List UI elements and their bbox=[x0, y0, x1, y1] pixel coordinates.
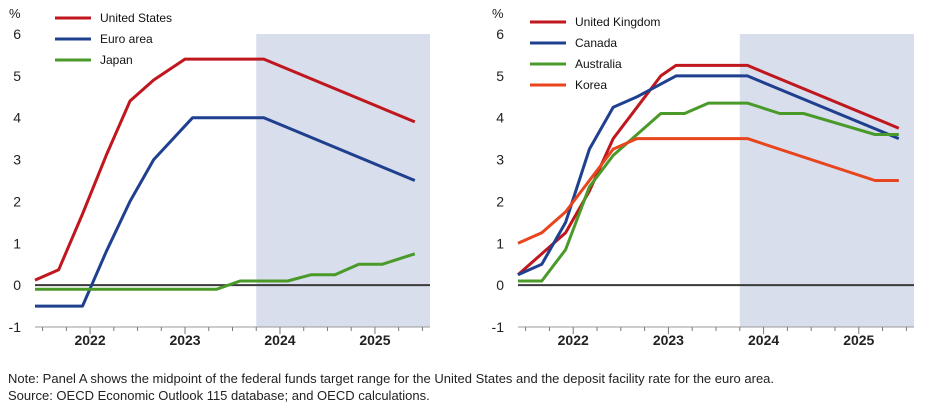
y-tick-label: -1 bbox=[9, 319, 22, 335]
y-tick-label: 0 bbox=[496, 277, 504, 293]
y-tick-label: 3 bbox=[496, 152, 504, 168]
series-line-korea bbox=[517, 137, 899, 245]
chart-panel-2: -1 0 1 2 3 4 5 6% 2022 2023 2024 2025 United Kingdom… bbox=[492, 6, 914, 348]
unit-label: % bbox=[492, 6, 504, 21]
legend-label: United States bbox=[100, 11, 172, 25]
legend-label: United Kingdom bbox=[575, 15, 660, 29]
projection-shading bbox=[256, 34, 430, 327]
legend-label: Euro area bbox=[100, 32, 153, 46]
legend-label: Japan bbox=[100, 53, 133, 67]
y-tick-label: 5 bbox=[496, 68, 504, 84]
series-line-japan bbox=[35, 252, 416, 291]
y-tick-label: 6 bbox=[13, 26, 21, 42]
x-tick-label: 2024 bbox=[264, 332, 295, 348]
legend-label: Australia bbox=[575, 57, 622, 71]
x-tick-label: 2024 bbox=[748, 332, 779, 348]
y-tick-label: 2 bbox=[496, 193, 504, 209]
y-tick-label: 5 bbox=[13, 68, 21, 84]
y-tick-label: 4 bbox=[13, 110, 21, 126]
y-tick-label: 1 bbox=[496, 235, 504, 251]
x-tick-label: 2023 bbox=[653, 332, 684, 348]
y-tick-label: 6 bbox=[496, 26, 504, 42]
note-text: Note: Panel A shows the midpoint of the … bbox=[8, 371, 775, 386]
legend-label: Canada bbox=[575, 36, 617, 50]
y-tick-label: -1 bbox=[492, 319, 505, 335]
y-tick-label: 2 bbox=[13, 193, 21, 209]
x-tick-label: 2023 bbox=[169, 332, 200, 348]
unit-label: % bbox=[9, 6, 21, 21]
source-text: Source: OECD Economic Outlook 115 databa… bbox=[8, 388, 430, 403]
series-line-united-kingdom bbox=[517, 63, 900, 276]
series-line-united-states bbox=[34, 57, 416, 282]
x-tick-label: 2025 bbox=[359, 332, 390, 348]
legend-label: Korea bbox=[575, 78, 607, 92]
chart-panel-1: -1 0 1 2 3 4 5 6% 2022 2023 2024 2025 United States E… bbox=[9, 6, 430, 348]
series-line-australia bbox=[518, 101, 899, 283]
y-tick-label: 3 bbox=[13, 152, 21, 168]
y-tick-label: 1 bbox=[13, 235, 21, 251]
x-tick-label: 2022 bbox=[558, 332, 589, 348]
series-line-canada bbox=[517, 74, 900, 277]
x-tick-label: 2025 bbox=[843, 332, 874, 348]
charts-figure: -1 0 1 2 3 4 5 6% 2022 2023 2024 2025 United States E… bbox=[9, 6, 914, 348]
y-tick-label: 0 bbox=[13, 277, 21, 293]
series-line-euro-area bbox=[35, 116, 416, 308]
x-tick-label: 2022 bbox=[74, 332, 105, 348]
y-tick-label: 4 bbox=[496, 110, 504, 126]
